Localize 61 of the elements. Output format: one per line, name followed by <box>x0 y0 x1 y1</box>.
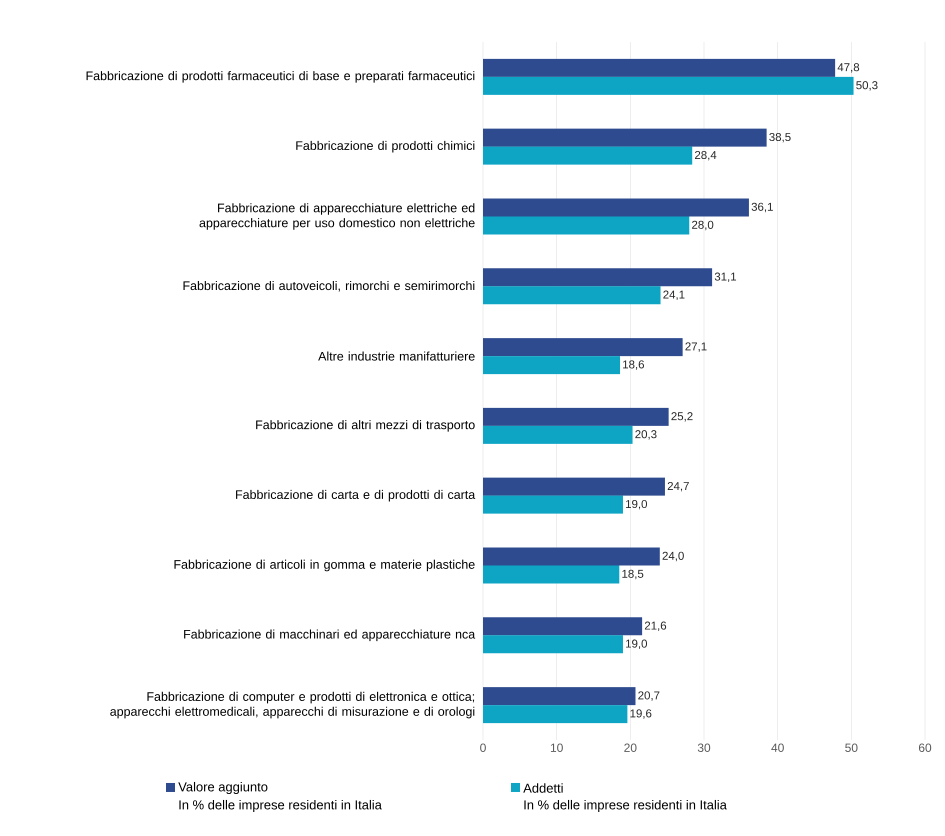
bar <box>483 565 620 584</box>
y-tick-label: Fabbricazione di carta e di prodotti di carta <box>236 490 476 502</box>
data-label: 18,5 <box>622 570 644 580</box>
x-tick-label: 40 <box>771 744 784 752</box>
bar <box>483 617 642 636</box>
data-label: 24,7 <box>668 482 689 492</box>
y-tick-label: Altre industrie manifatturiere <box>318 352 475 361</box>
bar <box>483 426 633 444</box>
bar <box>483 128 767 147</box>
data-label: 38,5 <box>769 132 791 142</box>
data-label: 24,0 <box>662 552 684 562</box>
x-tick-label: 20 <box>624 744 637 752</box>
y-tick-label: Fabbricazione di altri mezzi di trasporto <box>256 420 475 432</box>
data-label: 25,2 <box>671 412 693 422</box>
data-label: 19,0 <box>626 640 648 650</box>
bar <box>483 76 854 95</box>
data-label: 36,1 <box>752 202 773 212</box>
bar <box>483 198 749 216</box>
bar <box>483 338 683 356</box>
data-label: 28,4 <box>694 150 716 160</box>
data-label: 47,8 <box>838 63 860 73</box>
x-tick-label: 60 <box>918 744 932 752</box>
bar <box>483 705 628 724</box>
x-tick-label: 0 <box>480 744 486 752</box>
bar <box>483 268 712 286</box>
bar <box>483 478 665 496</box>
text: In % delle imprese residenti in Italia <box>524 800 727 812</box>
legend-label: Valore aggiunto <box>178 782 268 794</box>
data-label: 20,3 <box>635 430 657 440</box>
data-label: 31,1 <box>714 272 736 282</box>
data-label: 19,0 <box>626 500 648 510</box>
data-label: 27,1 <box>685 342 707 352</box>
data-label: 28,0 <box>692 220 714 230</box>
y-tick-label: Fabbricazione di prodotti farmaceutici di base e preparati farmaceutici <box>86 71 474 83</box>
bar <box>483 356 620 374</box>
text: In % delle imprese residenti in Italia <box>179 800 382 812</box>
bar <box>483 286 661 304</box>
data-label: 19,6 <box>630 709 652 719</box>
data-label: 18,6 <box>623 360 644 370</box>
data-label: 20,7 <box>638 691 660 701</box>
x-tick-label: 10 <box>550 744 563 752</box>
y-tick-label: Fabbricazione di computer e prodotti di elettronica e ottica; apparecchi elettromedicali, apparecchi di misurazione e di orologi <box>110 692 474 718</box>
bar <box>483 496 623 514</box>
bar <box>483 635 623 654</box>
x-tick-label: 50 <box>845 744 858 752</box>
bar <box>483 216 690 234</box>
bar <box>483 58 836 77</box>
bar <box>483 408 669 426</box>
y-tick-label: Fabbricazione di macchinari ed apparecchiature nca <box>184 629 476 642</box>
bar <box>483 547 660 566</box>
legend-label: Addetti <box>523 783 563 793</box>
y-tick-label: Fabbricazione di apparecchiature elettriche ed apparecchiature per uso domestico non elettriche <box>200 203 475 230</box>
bar <box>483 146 692 165</box>
y-tick-label: Fabbricazione di articoli in gomma e materie plastiche <box>174 560 475 572</box>
x-tick-label: 30 <box>698 744 710 752</box>
y-tick-label: Fabbricazione di prodotti chimici <box>296 140 474 152</box>
data-label: 24,1 <box>663 290 684 300</box>
y-tick-label: Fabbricazione di autoveicoli, rimorchi e semirimorchi <box>183 280 474 292</box>
data-label: 21,6 <box>644 622 666 632</box>
data-label: 50,3 <box>856 81 878 91</box>
bar <box>483 687 636 706</box>
